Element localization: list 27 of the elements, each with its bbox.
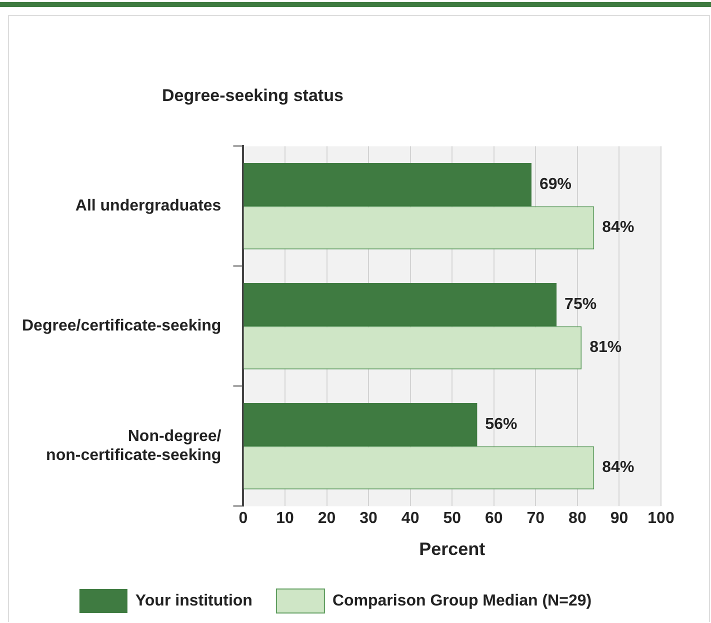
data-label: 69%: [539, 176, 572, 194]
x-tick-label: 70: [526, 510, 545, 528]
data-label: 84%: [602, 459, 634, 476]
y-tick-label: Non-degree/non-certificate-seeking: [46, 428, 222, 464]
x-tick-label: 50: [443, 510, 462, 528]
data-label: 75%: [564, 296, 597, 314]
legend-label: Comparison Group Median (N=29): [332, 592, 592, 610]
x-tick-label: 80: [568, 510, 586, 528]
y-tick-label: Degree/certificate-seeking: [22, 318, 222, 335]
x-tick-label: 60: [484, 510, 503, 528]
x-tick-label: 10: [276, 510, 294, 528]
x-tick-label: 90: [610, 510, 628, 528]
x-tick-label: 40: [401, 510, 420, 528]
x-tick-label: 100: [648, 510, 674, 528]
data-label: 84%: [602, 219, 634, 236]
bar: [244, 403, 478, 446]
x-tick-label: 20: [318, 510, 336, 528]
bar: [244, 163, 532, 206]
x-tick-label: 0: [238, 510, 248, 528]
x-tick-label: 30: [360, 510, 378, 528]
x-axis-title: Percent: [419, 539, 486, 560]
bar: [244, 283, 557, 326]
y-tick-label: All undergraduates: [75, 198, 222, 215]
data-label: 81%: [590, 339, 622, 356]
chart-title: Degree-seeking status: [162, 86, 344, 106]
data-label: 56%: [485, 416, 518, 434]
legend-label: Your institution: [135, 592, 252, 610]
